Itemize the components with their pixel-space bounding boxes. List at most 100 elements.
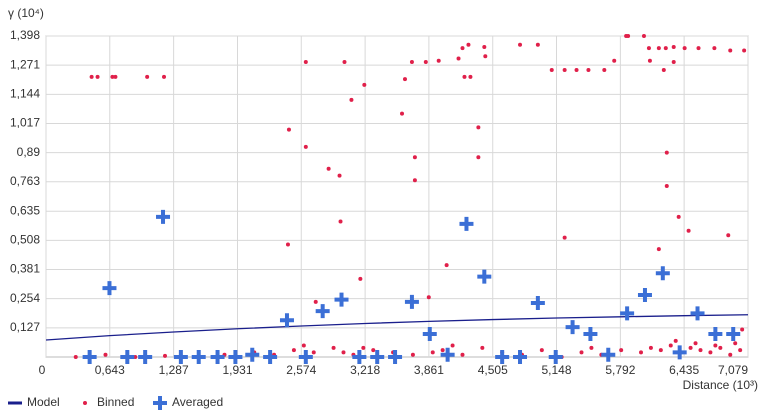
binned-point <box>444 263 449 268</box>
binned-point <box>410 352 415 357</box>
binned-point <box>341 350 346 355</box>
binned-point <box>656 247 661 252</box>
binned-point <box>712 46 717 51</box>
averaged-point <box>565 320 580 335</box>
binned-point <box>460 46 465 51</box>
binned-point <box>113 74 118 79</box>
averaged-point <box>672 345 687 360</box>
plot-area <box>45 35 749 358</box>
binned-point <box>361 345 366 350</box>
binned-point <box>728 352 733 357</box>
binned-point <box>409 59 414 64</box>
averaged-point <box>334 292 349 307</box>
binned-point <box>673 338 678 343</box>
binned-point <box>337 173 342 178</box>
averaged-point <box>548 350 563 364</box>
binned-point <box>338 219 343 224</box>
binned-point <box>110 74 115 79</box>
y-tick-label: 0,381 <box>10 262 40 276</box>
y-tick-label: 0,508 <box>10 233 40 247</box>
binned-point <box>686 228 691 233</box>
binned-point <box>412 178 417 183</box>
binned-point <box>742 48 747 53</box>
binned-point <box>349 97 354 102</box>
averaged-point <box>601 347 616 362</box>
averaged-point <box>138 350 153 364</box>
model-line <box>45 314 749 341</box>
binned-point <box>518 42 523 47</box>
binned-point <box>656 46 661 51</box>
binned-point <box>480 345 485 350</box>
binned-point <box>456 56 461 61</box>
legend-label: Binned <box>97 395 134 409</box>
averaged-point <box>279 313 294 328</box>
binned-point <box>430 350 435 355</box>
y-axis-label: γ (10⁴) <box>8 6 44 20</box>
binned-point <box>482 45 487 50</box>
binned-point <box>95 74 100 79</box>
binned-point <box>688 345 693 350</box>
binned-point <box>549 67 554 72</box>
averaged-point <box>298 350 313 364</box>
x-axis-label: Distance (10³) <box>683 378 758 392</box>
binned-point <box>303 59 308 64</box>
binned-point <box>658 348 663 353</box>
binned-point <box>738 348 743 353</box>
binned-point <box>668 343 673 348</box>
y-tick-label: 0,763 <box>10 174 40 188</box>
legend-swatch <box>83 401 87 405</box>
binned-point <box>468 74 473 79</box>
binned-point <box>638 350 643 355</box>
legend-label: Averaged <box>172 395 223 409</box>
binned-point <box>726 233 731 238</box>
binned-point <box>648 345 653 350</box>
binned-point <box>402 77 407 82</box>
x-tick-label: 1,931 <box>222 363 252 377</box>
binned-point <box>718 345 723 350</box>
averaged-point <box>440 347 455 362</box>
binned-point <box>450 343 455 348</box>
x-tick-label: 3,861 <box>414 363 444 377</box>
x-tick-label: 0,643 <box>95 363 125 377</box>
binned-point <box>313 299 318 304</box>
averaged-point <box>156 209 171 224</box>
averaged-point <box>404 294 419 309</box>
averaged-point <box>708 327 723 342</box>
binned-point <box>619 348 624 353</box>
binned-point <box>436 58 441 63</box>
averaged-point <box>245 347 260 362</box>
averaged-point <box>655 266 670 281</box>
x-tick-label: 5,148 <box>541 363 571 377</box>
binned-point <box>589 345 594 350</box>
binned-point <box>400 111 405 116</box>
binned-point <box>303 144 308 149</box>
binned-point <box>466 42 471 47</box>
averaged-point <box>315 304 330 319</box>
x-tick-label: 1,287 <box>159 363 189 377</box>
binned-point <box>671 45 676 50</box>
binned-point <box>733 341 738 346</box>
averaged-point <box>726 327 741 342</box>
binned-point <box>693 341 698 346</box>
x-tick-label: 7,079 <box>718 363 748 377</box>
averaged-point <box>388 350 403 364</box>
binned-point <box>708 350 713 355</box>
averaged-point <box>370 350 385 364</box>
binned-point <box>462 74 467 79</box>
x-tick-label: 4,505 <box>478 363 508 377</box>
binned-point <box>162 353 167 358</box>
binned-point <box>626 34 631 38</box>
binned-point <box>331 345 336 350</box>
binned-point <box>426 295 431 300</box>
binned-point <box>342 59 347 64</box>
binned-point <box>440 348 445 353</box>
binned-point <box>661 67 666 72</box>
binned-point <box>483 54 488 59</box>
binned-point <box>476 125 481 130</box>
averaged-point <box>422 327 437 342</box>
averaged-point <box>477 269 492 284</box>
binned-point <box>562 235 567 240</box>
legend-swatch <box>153 396 167 410</box>
averaged-point <box>191 350 206 364</box>
